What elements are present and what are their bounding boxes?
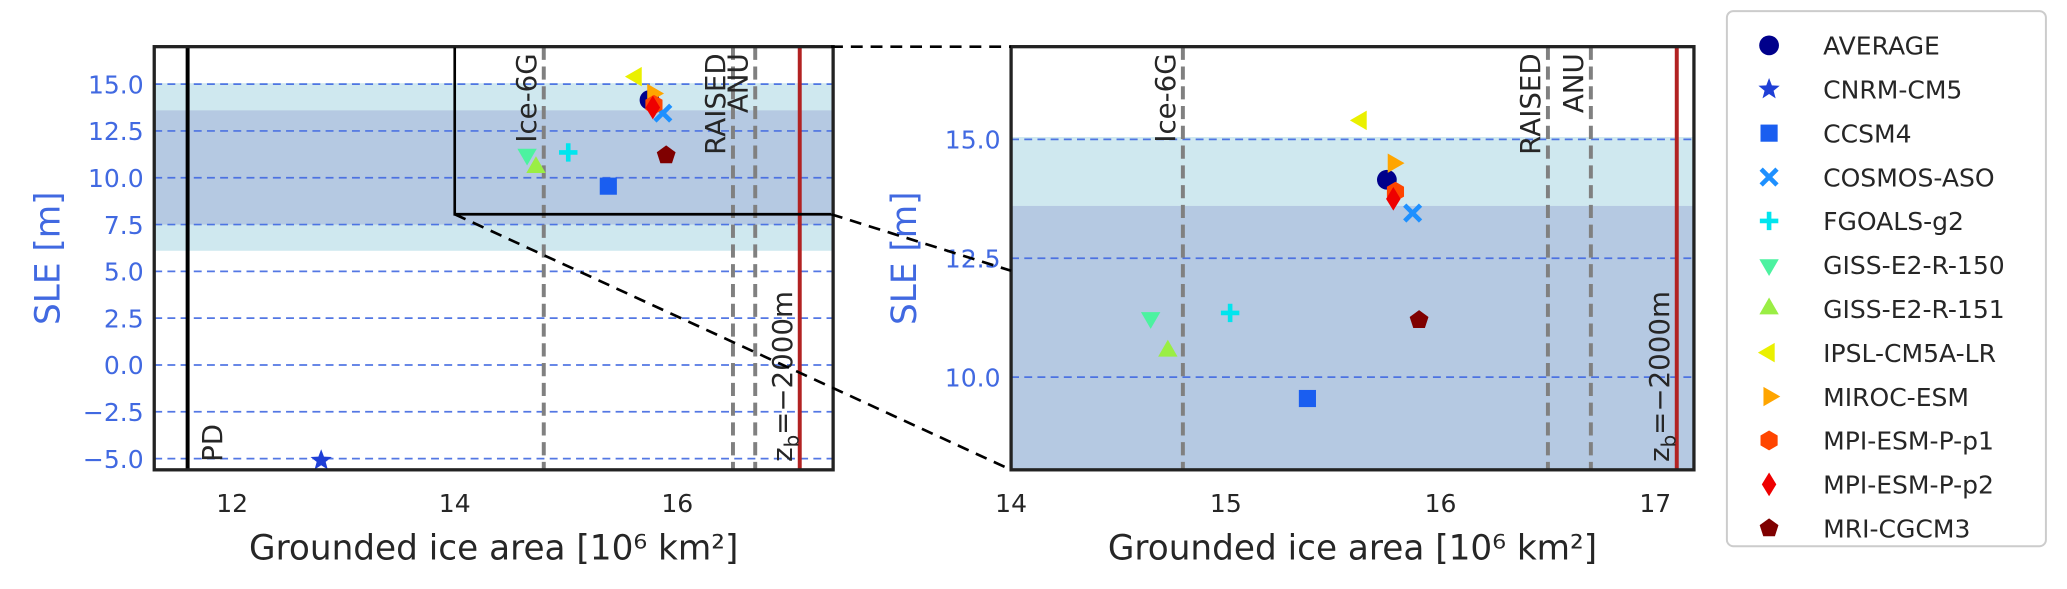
legend-marker: [1758, 78, 1780, 99]
legend-marker: [1759, 518, 1779, 537]
legend-marker: [1760, 430, 1778, 451]
y-tick-label: 10.0: [88, 164, 144, 193]
marker: [1403, 203, 1423, 223]
marker: [599, 177, 617, 195]
marker: [624, 66, 642, 87]
zoom-connector: [454, 213, 1012, 472]
y-tick-label: 0.0: [104, 351, 144, 380]
x-tick-label: 16: [661, 489, 693, 518]
marker: [1158, 339, 1178, 357]
y-tick-label: −5.0: [83, 445, 144, 474]
legend-label: GISS-E2-R-151: [1823, 295, 2005, 324]
legend-label: MPI-ESM-P-p2: [1823, 471, 1994, 500]
label-main: z: [766, 447, 799, 462]
label-sub: b: [780, 435, 803, 448]
y-tick-label: 7.5: [104, 211, 144, 240]
x-axis-label: Grounded ice area [10⁶ km²]: [1108, 528, 1597, 568]
marker: [1349, 110, 1367, 131]
x-tick-label: 15: [1210, 489, 1242, 518]
legend-marker: [1759, 35, 1779, 56]
y-tick-label: 5.0: [104, 258, 144, 287]
x-tick-label: 14: [995, 489, 1027, 518]
marker: [517, 148, 537, 166]
marker: [1387, 153, 1405, 173]
legend-marker: [1760, 124, 1778, 142]
legend-marker: [1759, 297, 1779, 315]
legend-box: [1725, 10, 2047, 548]
marker: [559, 143, 578, 162]
marker: [310, 449, 332, 470]
reference-label: PD: [196, 424, 229, 462]
plot-area: Ice-6G RAISED ANU zb=−2000m: [1011, 46, 1694, 470]
y-tick-label: 10.0: [945, 363, 1001, 392]
legend-marker: [1759, 167, 1779, 187]
reference-label: RAISED: [699, 53, 732, 155]
label-suffix: =−2000m: [1643, 291, 1676, 435]
x-axis-label: Grounded ice area [10⁶ km²]: [249, 528, 738, 568]
legend-label: MRI-CGCM3: [1823, 514, 1970, 543]
y-tick-label: 12.5: [88, 117, 144, 146]
y-tick-label: −2.5: [83, 398, 144, 427]
band: [1011, 205, 1694, 470]
band: [154, 110, 834, 225]
reference-label: ANU: [721, 53, 754, 113]
legend-label: MIROC-ESM: [1823, 383, 1969, 412]
reference-label: RAISED: [1514, 53, 1547, 155]
marker: [1220, 303, 1240, 323]
label-main: z: [1643, 447, 1676, 462]
y-tick-label: 15.0: [88, 70, 144, 99]
reference-label: zb=−2000m: [766, 291, 804, 462]
legend-label: MPI-ESM-P-p1: [1823, 427, 1994, 456]
legend-marker: [1761, 472, 1777, 497]
reference-label: Ice-6G: [510, 53, 543, 142]
legend-marker: [1763, 386, 1781, 407]
y-tick-label: 15.0: [945, 126, 1001, 155]
marker: [645, 95, 661, 120]
zoom-connector: [830, 212, 1012, 273]
marker: [656, 145, 676, 164]
x-tick-label: 14: [439, 489, 471, 518]
legend-label: CCSM4: [1823, 119, 1911, 148]
legend-marker: [1759, 259, 1779, 277]
x-tick-label: 17: [1639, 489, 1671, 518]
axes-frame: [1009, 45, 1696, 472]
marker: [1386, 186, 1401, 211]
marker: [526, 156, 546, 174]
x-tick-label: 16: [1425, 489, 1457, 518]
x-tick-label: 12: [216, 489, 248, 518]
reference-label: Ice-6G: [1149, 53, 1182, 142]
reference-label: ANU: [1557, 53, 1590, 113]
marker: [1140, 312, 1161, 329]
legend-marker: [1757, 342, 1775, 363]
label-suffix: =−2000m: [766, 291, 799, 435]
legend-label: FGOALS-g2: [1823, 207, 1964, 236]
legend-label: CNRM-CM5: [1823, 75, 1962, 104]
y-tick-label: 2.5: [104, 304, 144, 333]
y-axis-label: SLE [m]: [28, 191, 68, 325]
axes-frame: [152, 45, 835, 472]
marker: [1409, 310, 1429, 329]
legend-label: AVERAGE: [1823, 32, 1940, 61]
y-axis-label: SLE [m]: [885, 191, 925, 325]
legend-label: GISS-E2-R-150: [1823, 251, 2005, 280]
reference-label: zb=−2000m: [1643, 291, 1681, 462]
legend-label: COSMOS-ASO: [1823, 163, 1994, 192]
legend-marker: [1759, 211, 1779, 231]
label-sub: b: [1657, 435, 1680, 448]
legend-label: IPSL-CM5A-LR: [1823, 339, 1996, 368]
marker: [1298, 389, 1316, 408]
